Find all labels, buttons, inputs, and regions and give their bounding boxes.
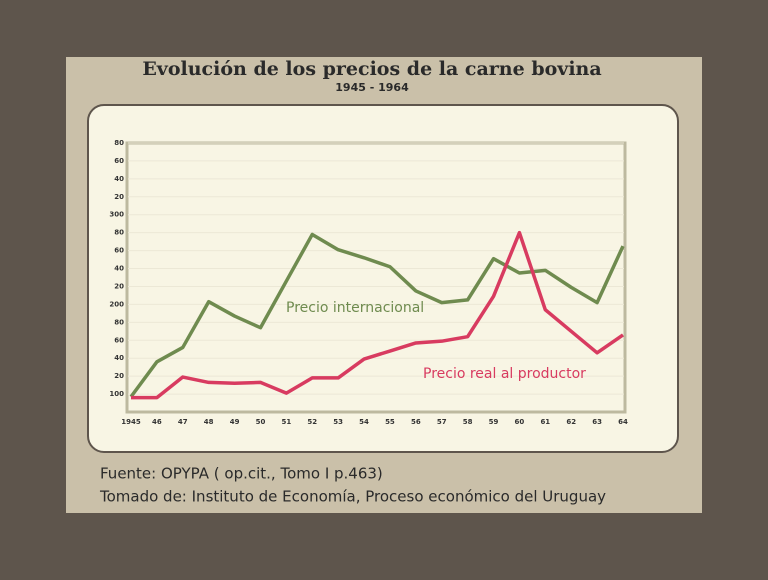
source-line: Tomado de: Instituto de Economía, Proces… [99,488,606,506]
y-tick-label: 60 [114,247,124,255]
y-tick-label: 80 [114,139,124,147]
x-tick-label: 51 [281,418,291,426]
x-tick-label: 47 [178,418,188,426]
x-tick-label: 48 [204,418,214,426]
x-tick-label: 49 [230,418,240,426]
series-label: Precio real al productor [423,366,586,382]
y-tick-label: 20 [114,193,124,201]
x-tick-label: 50 [256,418,266,426]
x-tick-label: 54 [359,418,369,426]
x-tick-label: 56 [411,418,421,426]
y-tick-label: 40 [114,175,124,183]
chart-panel [87,104,679,453]
y-tick-label: 40 [114,354,124,362]
y-tick-label: 80 [114,229,124,237]
chart-subtitle: 1945 - 1964 [335,81,409,94]
series-line [131,230,624,400]
series-label: Precio internacional [286,300,424,316]
x-tick-label: 52 [307,418,317,426]
y-tick-label: 80 [114,318,124,326]
y-tick-label: 20 [114,282,124,290]
source-line: Fuente: OPYPA ( op.cit., Tomo I p.463) [100,465,383,483]
x-tick-label: 64 [618,418,628,426]
x-tick-label: 1945 [121,418,141,426]
x-tick-label: 60 [515,418,525,426]
x-tick-label: 59 [489,418,499,426]
y-tick-label: 40 [114,265,124,273]
y-tick-label: 300 [109,211,124,219]
series-line [129,232,625,398]
x-tick-label: 53 [333,418,343,426]
x-tick-label: 63 [592,418,602,426]
x-tick-label: 46 [152,418,162,426]
y-tick-label: 100 [109,390,124,398]
y-tick-label: 60 [114,336,124,344]
y-tick-label: 60 [114,157,124,165]
y-tick-label: 20 [114,372,124,380]
x-tick-label: 55 [385,418,395,426]
x-tick-label: 58 [463,418,473,426]
x-tick-label: 62 [566,418,576,426]
chart-title: Evolución de los precios de la carne bov… [142,58,601,80]
y-tick-label: 200 [109,300,124,308]
x-tick-label: 61 [540,418,550,426]
x-tick-label: 57 [437,418,447,426]
